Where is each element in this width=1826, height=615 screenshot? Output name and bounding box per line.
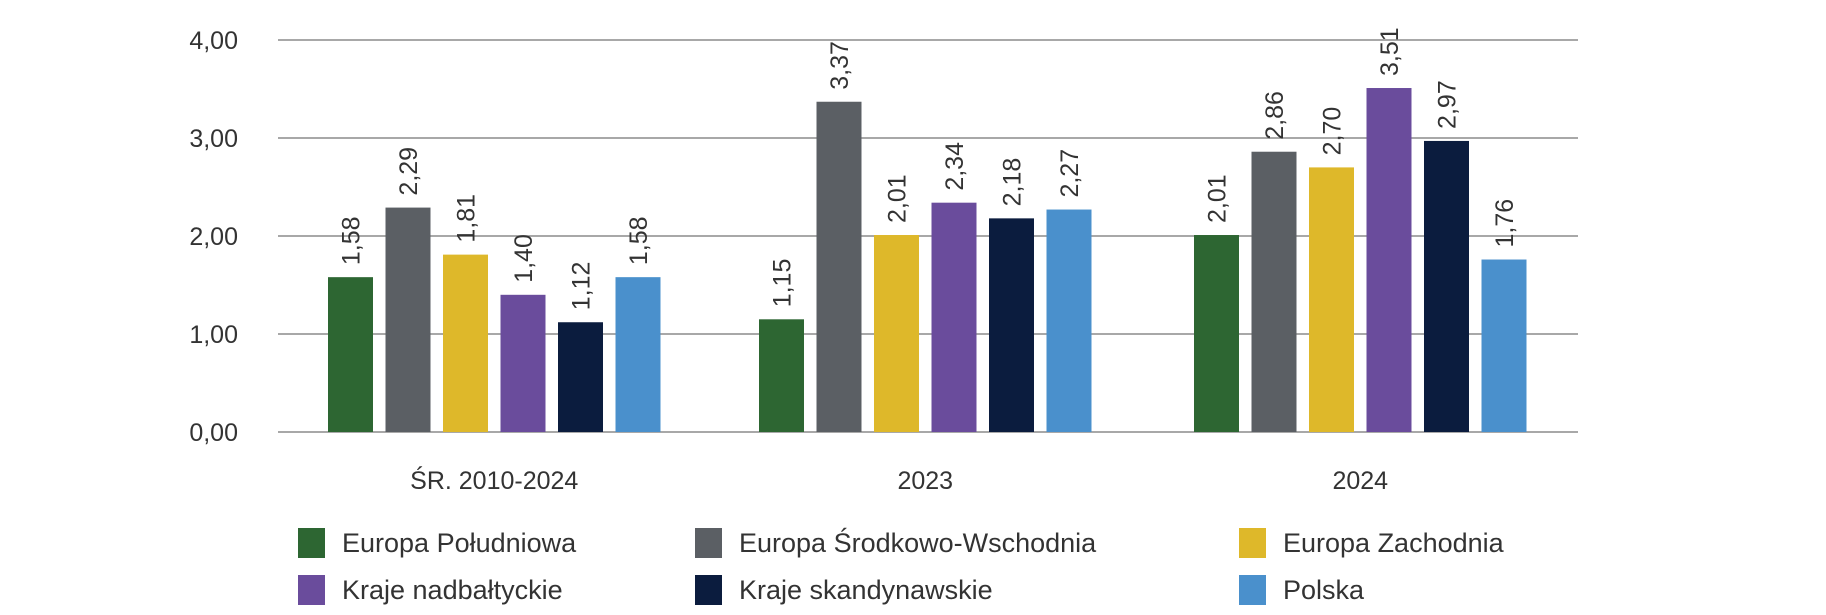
bar: [989, 218, 1034, 432]
data-label: 3,51: [1376, 27, 1404, 76]
bar: [874, 235, 919, 432]
legend: Europa Południowa Europa Środkowo-Wschodn…: [298, 526, 1505, 605]
bar: [1194, 235, 1239, 432]
bar: [1046, 209, 1092, 432]
bar: [1366, 88, 1412, 433]
bar: [1309, 167, 1354, 432]
legend-swatch: [695, 575, 722, 605]
bar: [328, 277, 373, 432]
data-label: 2,97: [1434, 80, 1462, 129]
category-label: ŚR. 2010-2024: [410, 465, 578, 495]
bar: [615, 277, 661, 432]
bar: [558, 322, 603, 432]
data-labels: 1,58 2,29 1,81 1,40 1,12 1,58 1,15 3,37 2,01 2,34…: [338, 27, 1520, 310]
data-label: 1,12: [568, 262, 596, 311]
y-tick-label: 0,00: [189, 419, 238, 447]
data-label: 2,01: [1204, 174, 1232, 223]
y-tick-label: 1,00: [189, 321, 238, 349]
legend-swatch: [298, 575, 325, 605]
data-label: 2,27: [1056, 149, 1084, 198]
legend-swatch: [695, 528, 722, 558]
data-label: 2,70: [1319, 107, 1347, 156]
data-label: 3,37: [826, 41, 854, 90]
legend-label: Kraje skandynawskie: [739, 575, 993, 605]
data-label: 1,40: [510, 234, 538, 283]
y-tick-label: 2,00: [189, 223, 238, 251]
bars: [328, 88, 1527, 433]
legend-label: Polska: [1283, 575, 1365, 605]
legend-label: Europa Południowa: [342, 528, 577, 558]
data-label: 2,18: [999, 158, 1027, 207]
bar: [443, 254, 488, 432]
legend-label: Europa Zachodnia: [1283, 528, 1505, 558]
data-label: 1,81: [453, 194, 481, 243]
bar: [1481, 259, 1527, 432]
data-label: 1,15: [769, 259, 797, 308]
data-label: 2,29: [395, 147, 423, 196]
data-label: 1,58: [625, 216, 653, 265]
bar: [931, 202, 977, 432]
category-label: 2023: [897, 467, 953, 495]
legend-label: Europa Środkowo-Wschodnia: [739, 526, 1097, 558]
bar: [1251, 151, 1297, 432]
category-labels: ŚR. 2010-2024 2023 2024: [410, 465, 1388, 495]
data-label: 1,58: [338, 216, 366, 265]
gridlines: [278, 39, 1578, 433]
category-label: 2024: [1332, 467, 1388, 495]
data-label: 2,34: [941, 142, 969, 191]
legend-swatch: [1239, 575, 1266, 605]
y-tick-label: 4,00: [189, 27, 238, 55]
bar: [385, 207, 431, 432]
legend-swatch: [1239, 528, 1266, 558]
bar: [816, 101, 862, 433]
bar: [1424, 140, 1469, 432]
bar: [759, 319, 804, 432]
data-label: 2,01: [884, 174, 912, 223]
y-tick-label: 3,00: [189, 125, 238, 153]
legend-swatch: [298, 528, 325, 558]
legend-label: Kraje nadbałtyckie: [342, 575, 563, 605]
y-axis-tick-labels: 0,00 1,00 2,00 3,00 4,00: [189, 27, 238, 447]
data-label: 2,86: [1261, 91, 1289, 140]
data-label: 1,76: [1491, 199, 1519, 248]
bar: [500, 294, 546, 432]
